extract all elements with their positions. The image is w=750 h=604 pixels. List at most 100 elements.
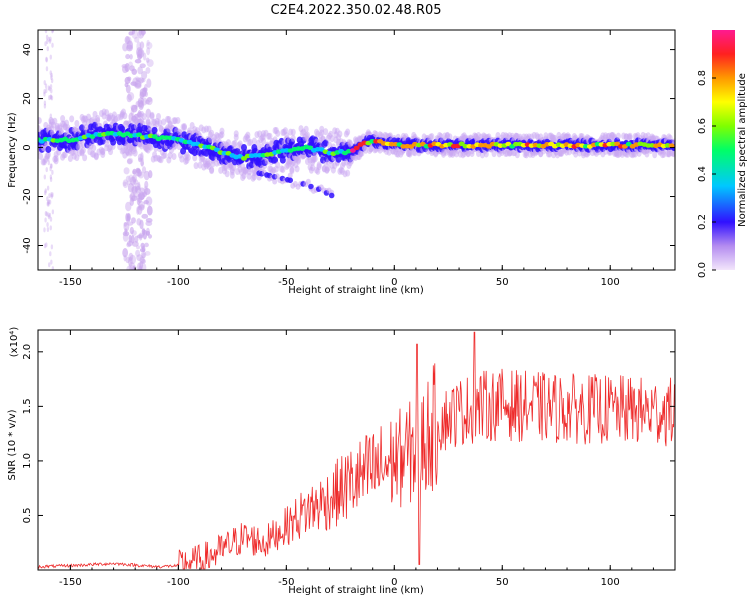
heatmap-halo-cell (267, 132, 273, 140)
heatmap-halo-cell (192, 154, 198, 162)
heatmap-noise-cell (45, 211, 48, 217)
heatmap-noise-cell (45, 88, 48, 94)
heatmap-halo-cell (210, 160, 216, 168)
heatmap-peak-cell (353, 145, 360, 151)
spectrogram-panel: -150 -100 -50 0 50 100 40 20 0 -20 -40 Height of s… (7, 29, 676, 296)
heatmap-halo-cell (337, 130, 343, 138)
heatmap-peak-cell (136, 132, 143, 138)
heatmap-branch-cell (287, 172, 293, 179)
heatmap-halo-cell (661, 150, 667, 158)
heatmap-noise-cell (142, 87, 147, 97)
heatmap-noise-cell (146, 97, 153, 106)
heatmap-noise-cell (130, 104, 138, 111)
heatmap-halo-cell (91, 144, 97, 152)
heatmap-noise-cell (45, 66, 49, 72)
heatmap-halo-cell (167, 152, 173, 160)
heatmap-noise-cell (139, 256, 145, 264)
heatmap-noise-cell (49, 54, 52, 60)
heatmap-noise-cell (48, 212, 52, 218)
snr-xlabel: Height of straight line (km) (288, 585, 424, 596)
heatmap-noise-cell (51, 169, 54, 175)
heatmap-noise-cell (135, 249, 141, 257)
heatmap-noise-cell (45, 167, 48, 173)
heatmap-noise-cell (45, 57, 48, 63)
heatmap-noise-cell (48, 86, 51, 92)
heatmap-noise-cell (128, 61, 133, 67)
heatmap-halo-cell (181, 124, 187, 132)
x-tick-label: 0 (391, 577, 397, 588)
y-tick-label: -20 (22, 188, 33, 204)
heatmap-noise-cell (128, 234, 132, 244)
heatmap-noise-cell (143, 199, 149, 205)
heatmap-noise-cell (139, 41, 145, 50)
heatmap-noise-cell (132, 174, 137, 183)
heatmap-noise-cell (145, 41, 153, 50)
heatmap-noise-cell (146, 39, 150, 46)
heatmap-halo-cell (289, 167, 295, 175)
heatmap-noise-cell (146, 205, 153, 216)
heatmap-noise-cell (44, 188, 47, 194)
heatmap-noise-cell (49, 176, 53, 182)
heatmap-noise-cell (46, 199, 50, 205)
heatmap-noise-cell (139, 219, 144, 230)
heatmap-noise-cell (131, 217, 136, 224)
heatmap-noise-cell (47, 160, 51, 166)
heatmap-noise-cell (43, 243, 47, 249)
heatmap-noise-cell (51, 30, 55, 33)
heatmap-halo-cell (95, 114, 101, 122)
heatmap-noise-cell (131, 104, 138, 113)
heatmap-halo-cell (149, 111, 155, 119)
heatmap-noise-cell (49, 166, 52, 172)
heatmap-noise-cell (49, 36, 52, 42)
heatmap-noise-cell (43, 89, 46, 95)
heatmap-halo-cell (175, 116, 181, 124)
x-tick-label: -50 (278, 277, 294, 288)
heatmap-noise-cell (145, 99, 150, 105)
heatmap-halo-cell (312, 155, 318, 163)
snr-multiplier: (x10⁴) (9, 327, 20, 358)
heatmap-noise-cell (129, 197, 134, 206)
heatmap-noise-cell (140, 161, 144, 166)
heatmap-halo-cell (133, 117, 139, 125)
spectrogram-frame (37, 29, 676, 271)
heatmap-halo-cell (280, 165, 286, 173)
heatmap-noise-cell (144, 242, 149, 248)
heatmap-noise-cell (126, 242, 132, 248)
heatmap-halo-cell (295, 157, 301, 165)
heatmap-noise-cell (49, 94, 53, 100)
heatmap-noise-cell (145, 67, 151, 74)
snr-ylabel: SNR (10 * v/v) (7, 409, 18, 480)
heatmap-noise-cell (129, 226, 134, 235)
colorbar-tick-label: 0.8 (697, 70, 708, 86)
colorbar-tick-label: 0.2 (697, 214, 708, 230)
heatmap-noise-cell (137, 66, 143, 75)
heatmap-noise-cell (122, 43, 129, 52)
y-tick-label: 20 (22, 92, 33, 105)
x-tick-label: 50 (496, 577, 509, 588)
heatmap-noise-cell (134, 235, 139, 243)
heatmap-noise-cell (139, 63, 146, 69)
heatmap-halo-cell (345, 169, 351, 177)
heatmap-noise-cell (51, 266, 55, 270)
heatmap-noise-cell (146, 78, 152, 88)
heatmap-noise-cell (123, 167, 130, 175)
heatmap-halo-cell (224, 170, 230, 178)
heatmap-peak-cell (240, 156, 247, 161)
heatmap-noise-cell (126, 158, 133, 165)
heatmap-peak-cell (307, 145, 314, 151)
heatmap-cell (335, 155, 342, 163)
heatmap-halo-cell (329, 135, 335, 143)
heatmap-noise-cell (49, 84, 53, 90)
heatmap-halo-cell (60, 115, 66, 123)
heatmap-halo-cell (137, 153, 143, 161)
heatmap-halo-cell (447, 133, 453, 141)
heatmap-noise-cell (47, 214, 51, 220)
y-tick-label: 40 (22, 43, 33, 56)
heatmap-halo-cell (325, 164, 331, 172)
heatmap-noise-cell (140, 242, 145, 249)
x-tick-label: -100 (167, 577, 190, 588)
spectrogram-ylabel: Frequency (Hz) (7, 112, 18, 188)
heatmap-noise-cell (135, 167, 141, 173)
heatmap-halo-cell (38, 152, 44, 160)
heatmap-halo-cell (327, 141, 333, 149)
